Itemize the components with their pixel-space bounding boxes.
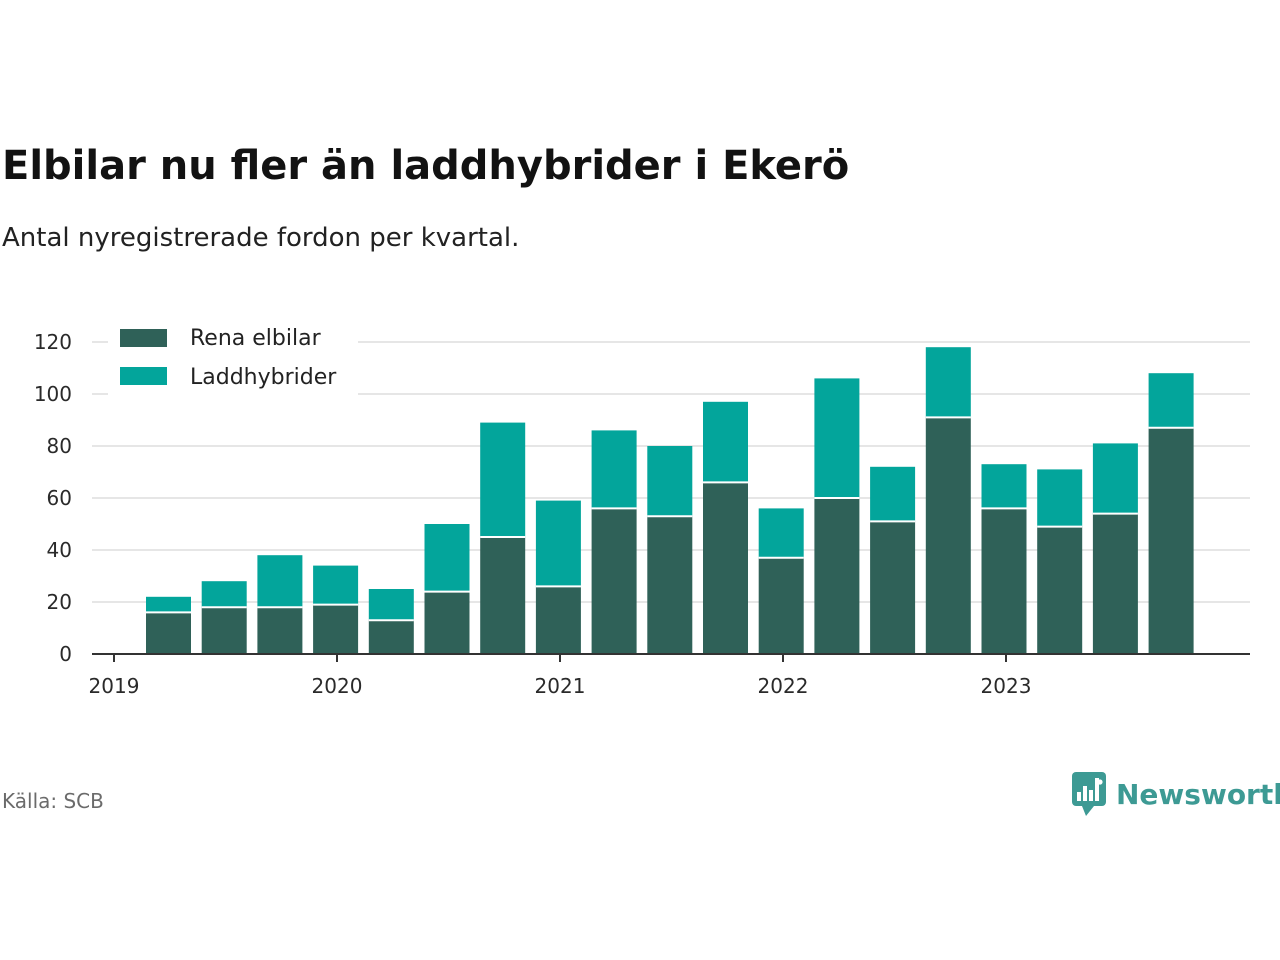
bar-laddhybrider (368, 589, 414, 621)
bar-rena-elbilar (925, 417, 971, 654)
legend: Rena elbilar Laddhybrider (108, 322, 358, 400)
x-tick-label: 2019 (89, 674, 140, 698)
source-note: Källa: SCB (2, 789, 104, 813)
bar-rena-elbilar (1037, 526, 1083, 654)
x-tick-label: 2020 (312, 674, 363, 698)
bar-laddhybrider (257, 555, 303, 608)
bar-laddhybrider (201, 581, 247, 608)
bar-rena-elbilar (424, 591, 470, 654)
y-tick-label: 0 (59, 642, 72, 666)
bar-laddhybrider (313, 565, 359, 605)
bar-laddhybrider (870, 466, 916, 522)
chart-title: Elbilar nu fler än laddhybrider i Ekerö (2, 143, 850, 189)
legend-swatch-laddhybrider (120, 367, 167, 385)
bar-rena-elbilar (758, 557, 804, 654)
bar-laddhybrider (535, 500, 581, 587)
legend-label-rena-elbilar: Rena elbilar (190, 326, 322, 351)
y-tick-label: 60 (47, 486, 72, 510)
bar-laddhybrider (981, 464, 1027, 509)
bar-laddhybrider (925, 347, 971, 418)
bar-rena-elbilar (257, 607, 303, 654)
bar-laddhybrider (814, 378, 860, 498)
newsworthy-logo[interactable]: Newsworthy (1072, 772, 1280, 816)
legend-swatch-rena-elbilar (120, 329, 167, 347)
x-tick-label: 2022 (758, 674, 809, 698)
legend-label-laddhybrider: Laddhybrider (190, 365, 337, 390)
y-tick-label: 100 (34, 382, 72, 406)
bar-laddhybrider (1092, 443, 1138, 514)
bar-rena-elbilar (814, 498, 860, 654)
bar-rena-elbilar (368, 620, 414, 654)
y-tick-label: 20 (47, 590, 72, 614)
bar-laddhybrider (591, 430, 637, 509)
newsworthy-logo-text: Newsworthy (1116, 777, 1280, 811)
newsworthy-logo-icon (1072, 772, 1106, 816)
bar-laddhybrider (758, 508, 804, 558)
bar-laddhybrider (480, 422, 526, 537)
bar-rena-elbilar (535, 586, 581, 654)
x-tick-label: 2021 (535, 674, 586, 698)
bar-laddhybrider (647, 446, 693, 517)
bar-chart: 0 20 40 60 80 100 120 2019 2020 2021 2022 2023 Rena… (34, 322, 1250, 698)
bar-rena-elbilar (1092, 513, 1138, 654)
bar-laddhybrider (1037, 469, 1083, 527)
bar-rena-elbilar (591, 508, 637, 654)
y-tick-label: 40 (47, 538, 72, 562)
bar-laddhybrider (424, 524, 470, 592)
axes: 0 20 40 60 80 100 120 2019 2020 2021 2022 2023 (34, 330, 1250, 698)
bar-laddhybrider (703, 401, 748, 483)
bar-rena-elbilar (201, 607, 247, 654)
bar-rena-elbilar (703, 482, 748, 654)
x-tick-label: 2023 (981, 674, 1032, 698)
bars (146, 347, 1194, 654)
bar-laddhybrider (146, 596, 191, 613)
bar-rena-elbilar (1148, 427, 1194, 654)
chart-subtitle: Antal nyregistrerade fordon per kvartal. (2, 223, 520, 253)
bar-rena-elbilar (981, 508, 1027, 654)
bar-rena-elbilar (647, 516, 693, 654)
bar-rena-elbilar (146, 612, 191, 654)
bar-rena-elbilar (313, 604, 359, 654)
y-tick-label: 80 (47, 434, 72, 458)
y-tick-label: 120 (34, 330, 72, 354)
bar-rena-elbilar (870, 521, 916, 654)
bar-rena-elbilar (480, 537, 526, 654)
bar-laddhybrider (1148, 373, 1194, 428)
